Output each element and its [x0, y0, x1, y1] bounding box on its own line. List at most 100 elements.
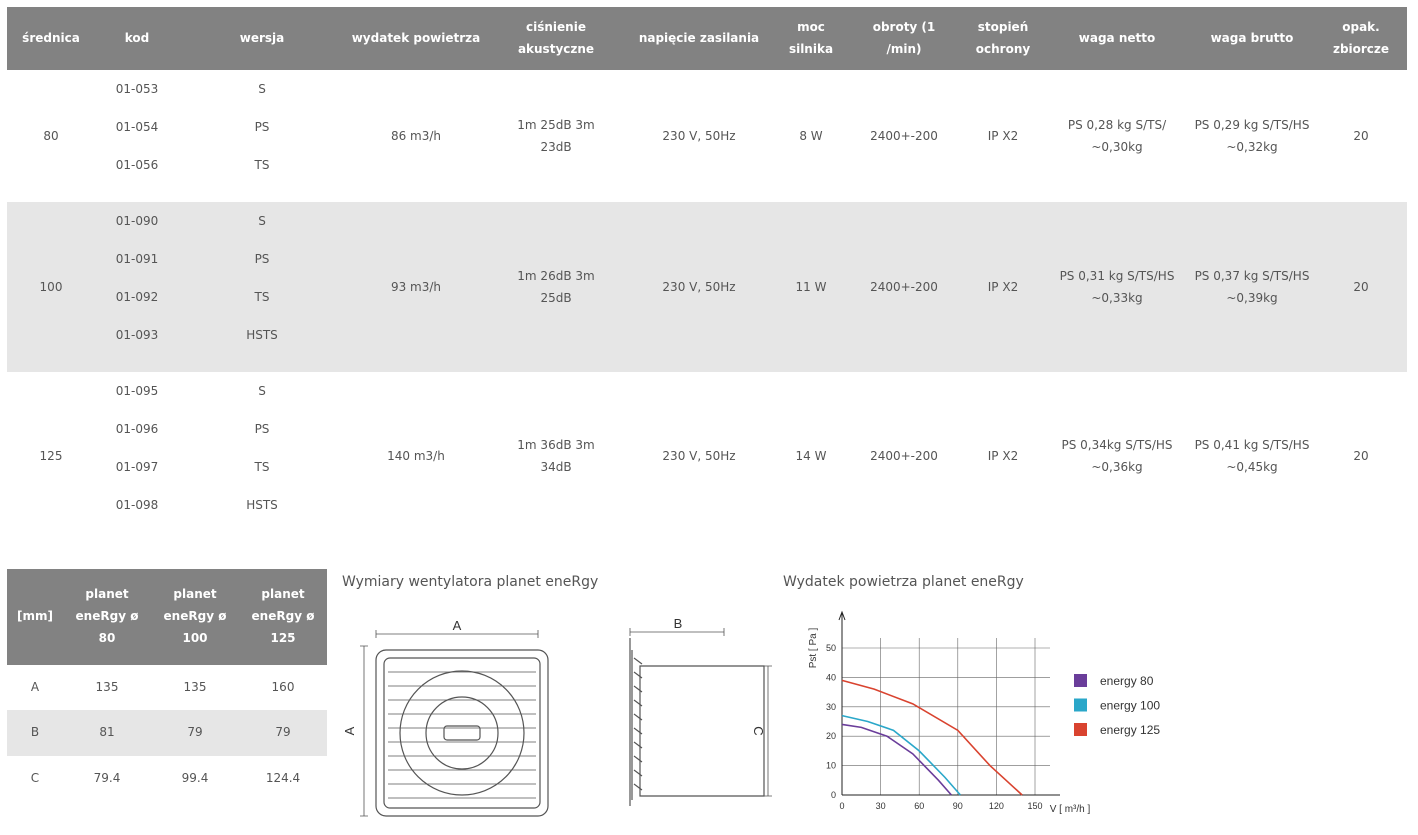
dim-header: planet eneRgy ø 80: [75, 587, 139, 645]
x-tick-label: 30: [876, 801, 886, 811]
fan-front-inner: [383, 657, 541, 809]
table-cell: 01-098: [115, 498, 159, 512]
table-cell: 01-097: [115, 460, 159, 474]
fan-louvres: [388, 671, 536, 799]
table-cell: PS 0,37 kg S/TS/HS ~0,39kg: [1194, 269, 1310, 305]
table-cell: 2400+-200: [870, 129, 938, 143]
table-cell: 2400+-200: [870, 449, 938, 463]
table-cell: IP X2: [987, 449, 1019, 463]
series-line: [841, 723, 952, 796]
table-cell: 01-053: [115, 82, 159, 96]
x-axis-label: V [ m³/h ]: [1050, 804, 1091, 815]
table-cell: 230 V, 50Hz: [662, 129, 736, 143]
legend-label: energy 80: [1100, 674, 1154, 688]
table-cell: 01-095: [115, 384, 159, 398]
x-tick-label: 60: [914, 801, 924, 811]
dim-header: [mm]: [17, 609, 53, 623]
table-cell: 20: [1353, 129, 1369, 143]
axis: [838, 610, 1060, 796]
x-tick-label: 0: [839, 801, 844, 811]
table-cell: S: [258, 384, 266, 398]
table-cell: 93 m3/h: [390, 280, 442, 294]
fan-hub: [425, 696, 499, 770]
dim-cell: C: [30, 771, 40, 785]
table-cell: 1m 36dB 3m 34dB: [517, 438, 595, 474]
table-cell: IP X2: [987, 129, 1019, 143]
table-cell: 86 m3/h: [390, 129, 442, 143]
dim-header: planet eneRgy ø 125: [251, 587, 315, 645]
table-header: obroty (1 /min): [872, 20, 936, 56]
table-cell: 1m 26dB 3m 25dB: [517, 269, 595, 305]
table-cell: IP X2: [987, 280, 1019, 294]
dim-cell: 79.4: [93, 771, 121, 785]
x-tick-label: 120: [989, 801, 1004, 811]
y-tick-label: 20: [826, 731, 836, 741]
table-cell: 2400+-200: [870, 280, 938, 294]
table-cell: 20: [1353, 280, 1369, 294]
table-header: stopień ochrony: [975, 20, 1031, 56]
table-cell: 01-092: [115, 290, 159, 304]
header-bar: [7, 7, 1407, 70]
dim-cell: 99.4: [181, 771, 209, 785]
legend-swatch: [1074, 723, 1087, 736]
table-cell: 01-056: [115, 158, 159, 172]
dim-cell: A: [30, 680, 40, 694]
table-cell: PS: [254, 120, 270, 134]
table-header: napięcie zasilania: [638, 31, 760, 45]
legend-label: energy 100: [1100, 699, 1160, 713]
table-cell: 01-090: [115, 214, 159, 228]
y-tick-label: 50: [826, 643, 836, 653]
table-cell: 140 m3/h: [387, 449, 445, 463]
table-cell: S: [258, 214, 266, 228]
dim-cell: 135: [183, 680, 207, 694]
drawing-title: Wymiary wentylatora planet eneRgy: [342, 574, 599, 590]
dim-header: planet eneRgy ø 100: [163, 587, 227, 645]
table-header: ciśnienie akustyczne: [517, 20, 595, 56]
table-cell: 20: [1353, 449, 1369, 463]
table-cell: 8 W: [799, 129, 823, 143]
table-cell: 01-093: [115, 328, 159, 342]
dim-cell: B: [30, 725, 40, 739]
table-cell: 100: [39, 280, 63, 294]
table-cell: TS: [254, 158, 270, 172]
dim-label: A: [453, 618, 462, 633]
legend-label: energy 125: [1100, 723, 1160, 737]
table-header: wydatek powietrza: [351, 31, 481, 45]
table-cell: TS: [254, 460, 270, 474]
row-band: [7, 202, 1407, 372]
table-cell: PS 0,31 kg S/TS/HS ~0,33kg: [1059, 269, 1175, 305]
dim-label: B: [674, 616, 683, 631]
table-header: opak. zbiorcze: [1332, 20, 1390, 56]
table-cell: PS: [254, 422, 270, 436]
y-tick-label: 30: [826, 702, 836, 712]
table-cell: 01-096: [115, 422, 159, 436]
y-tick-label: 40: [826, 672, 836, 682]
fan-side-louvres: [633, 657, 643, 791]
series-line: [841, 679, 1023, 796]
x-tick-label: 150: [1027, 801, 1042, 811]
dim-cell: 135: [95, 680, 119, 694]
header-bar: [7, 569, 327, 665]
table-cell: HSTS: [246, 498, 278, 512]
dim-cell: 79: [187, 725, 203, 739]
row-band: [7, 710, 327, 756]
table-header: waga netto: [1078, 31, 1156, 45]
table-cell: 01-054: [115, 120, 159, 134]
table-cell: HSTS: [246, 328, 278, 342]
legend-swatch: [1074, 698, 1087, 712]
table-header: waga brutto: [1210, 31, 1294, 45]
y-tick-label: 10: [826, 761, 836, 771]
table-cell: 11 W: [795, 280, 827, 294]
table-cell: 80: [43, 129, 59, 143]
table-cell: S: [258, 82, 266, 96]
table-cell: PS 0,28 kg S/TS/ ~0,30kg: [1067, 118, 1167, 154]
table-header: kod: [124, 31, 150, 45]
table-cell: PS: [254, 252, 270, 266]
dim-cell: 160: [271, 680, 295, 694]
table-cell: TS: [254, 290, 270, 304]
table-cell: 230 V, 50Hz: [662, 449, 736, 463]
table-cell: 125: [39, 449, 63, 463]
y-tick-label: 0: [831, 790, 836, 800]
